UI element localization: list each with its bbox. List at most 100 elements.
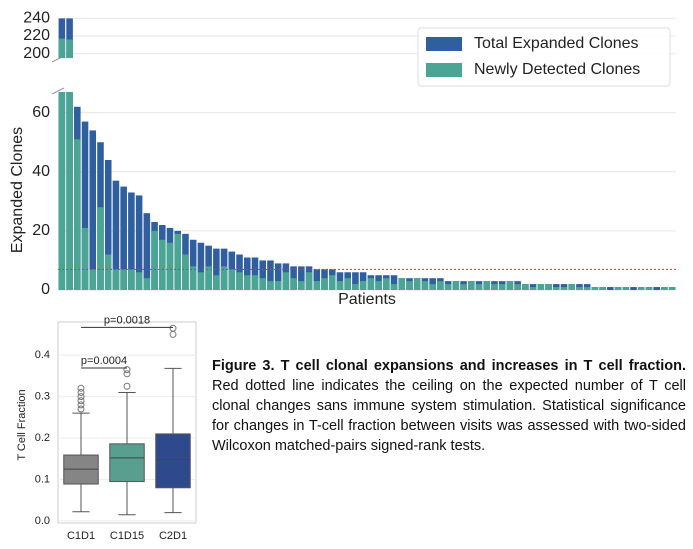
legend-swatch xyxy=(426,37,462,51)
bar xyxy=(174,233,182,290)
bar xyxy=(298,266,305,290)
bar xyxy=(668,287,676,290)
y-tick-label: 200 xyxy=(23,45,50,62)
bar xyxy=(437,281,444,290)
bar xyxy=(653,287,660,290)
bar xyxy=(344,278,351,290)
x-tick-label: C1D15 xyxy=(110,530,144,542)
bar xyxy=(305,272,313,290)
bar xyxy=(66,92,73,290)
bar xyxy=(367,278,375,290)
bar xyxy=(583,287,591,290)
bar xyxy=(560,287,568,290)
bar xyxy=(421,281,429,290)
bar xyxy=(498,284,506,290)
bar xyxy=(576,287,583,290)
bar xyxy=(352,284,359,290)
outlier xyxy=(123,382,131,390)
bar xyxy=(205,266,212,290)
bar xyxy=(661,287,668,290)
bar xyxy=(506,281,514,290)
bar xyxy=(66,39,73,58)
bar xyxy=(112,269,120,290)
bar xyxy=(251,275,259,290)
outlier xyxy=(77,388,85,396)
y-tick-label: 60 xyxy=(32,104,50,121)
bar xyxy=(522,284,529,290)
bar xyxy=(336,281,344,290)
outlier xyxy=(169,330,177,338)
y-tick-label: 20 xyxy=(32,222,50,239)
bar xyxy=(328,275,336,290)
bar xyxy=(81,227,89,290)
y-tick-label: 240 xyxy=(23,10,50,27)
bar xyxy=(197,242,205,290)
legend-label: Total Expanded Clones xyxy=(474,35,639,52)
outlier xyxy=(77,384,85,392)
bar xyxy=(243,275,251,290)
y-tick-label: 0.1 xyxy=(35,473,50,485)
bar xyxy=(189,239,197,290)
bar xyxy=(390,284,398,290)
bar xyxy=(120,269,127,290)
bar xyxy=(58,92,66,290)
caption-text: Red dotted line indicates the ceiling on… xyxy=(212,378,686,454)
bar xyxy=(251,257,259,290)
bar xyxy=(112,180,120,290)
bar xyxy=(637,287,645,290)
bar xyxy=(429,284,436,290)
box xyxy=(155,433,191,489)
bar xyxy=(89,269,97,290)
bar xyxy=(630,287,637,290)
outlier xyxy=(77,397,85,405)
bar xyxy=(259,278,266,290)
outlier xyxy=(77,401,85,409)
bar xyxy=(135,195,143,290)
bar xyxy=(444,284,452,290)
p-value: p=0.0004 xyxy=(81,355,127,367)
bar xyxy=(491,284,498,290)
outlier xyxy=(77,393,85,401)
bar xyxy=(228,269,236,290)
y-tick-label: 0.2 xyxy=(35,432,50,444)
bar xyxy=(468,281,475,290)
y-tick-label: 0.0 xyxy=(35,515,50,527)
bar xyxy=(383,278,390,290)
bar xyxy=(236,272,243,290)
y-tick-label: 40 xyxy=(32,163,50,180)
bar xyxy=(452,281,460,290)
p-value: p=0.0018 xyxy=(104,314,150,326)
bar xyxy=(390,275,398,290)
bar xyxy=(313,269,321,290)
bar xyxy=(159,239,166,290)
box xyxy=(109,443,145,483)
bar xyxy=(568,284,575,290)
bar xyxy=(529,287,537,290)
outlier xyxy=(123,366,131,374)
y-tick-label: 0.3 xyxy=(35,391,50,403)
bar xyxy=(128,269,135,290)
y-tick-label: 220 xyxy=(23,27,50,44)
bar xyxy=(259,260,266,290)
bar xyxy=(89,130,97,290)
legend-label: Newly Detected Clones xyxy=(474,61,640,78)
bar xyxy=(104,254,112,290)
bar xyxy=(313,281,321,290)
bar xyxy=(243,257,251,290)
bar xyxy=(143,213,151,290)
bar xyxy=(166,242,174,290)
bar xyxy=(614,287,622,290)
bar xyxy=(197,272,205,290)
bar xyxy=(398,278,406,290)
x-tick-label: C2D1 xyxy=(159,530,187,542)
bar xyxy=(645,287,653,290)
bar xyxy=(298,281,305,290)
bar xyxy=(359,281,367,290)
bar xyxy=(182,254,189,290)
outlier xyxy=(169,324,177,332)
bar xyxy=(282,272,290,290)
bar xyxy=(537,284,545,290)
bar xyxy=(290,278,297,290)
x-axis-label: Patients xyxy=(338,291,396,308)
